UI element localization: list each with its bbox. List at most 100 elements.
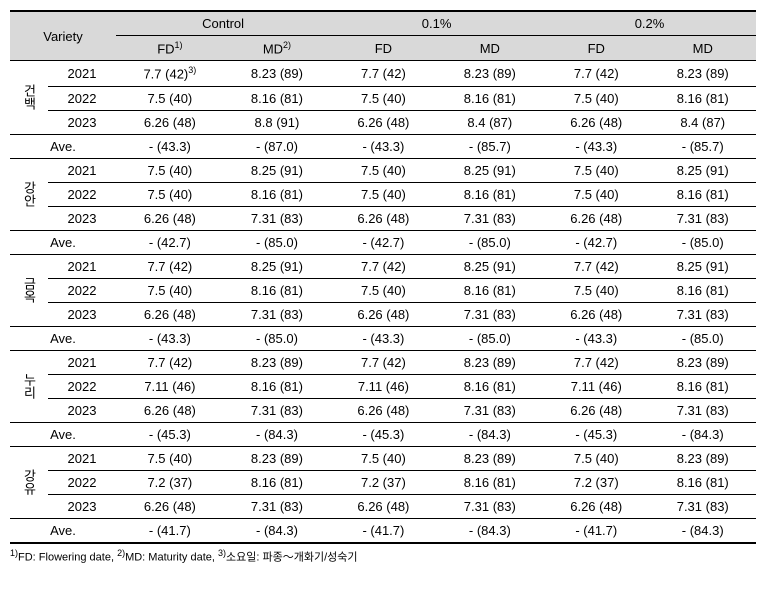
table-body: 건백20217.7 (42)3)8.23 (89)7.7 (42)8.23 (8… [10,61,756,543]
data-cell: 8.23 (89) [224,350,330,374]
ave-cell: - (43.3) [116,134,224,158]
year-cell: 2022 [48,278,116,302]
table-row: 건백20217.7 (42)3)8.23 (89)7.7 (42)8.23 (8… [10,61,756,86]
ave-cell: - (84.3) [437,518,543,543]
data-cell: 8.23 (89) [649,446,756,470]
data-cell: 7.5 (40) [330,158,436,182]
table-row: 20236.26 (48)7.31 (83)6.26 (48)7.31 (83)… [10,302,756,326]
data-cell: 7.31 (83) [437,206,543,230]
data-cell: 6.26 (48) [543,398,649,422]
data-cell: 8.25 (91) [649,254,756,278]
data-cell: 6.26 (48) [116,302,224,326]
data-cell: 6.26 (48) [543,110,649,134]
year-cell: 2023 [48,206,116,230]
header-p01: 0.1% [330,11,543,36]
table-row: 20236.26 (48)7.31 (83)6.26 (48)7.31 (83)… [10,398,756,422]
table-row: 20227.5 (40)8.16 (81)7.5 (40)8.16 (81)7.… [10,278,756,302]
data-cell: 8.23 (89) [437,350,543,374]
data-cell: 8.16 (81) [649,86,756,110]
data-cell: 8.23 (89) [224,446,330,470]
ave-cell: - (85.0) [224,326,330,350]
table-row: 20236.26 (48)7.31 (83)6.26 (48)7.31 (83)… [10,494,756,518]
year-cell: 2022 [48,470,116,494]
ave-cell: - (41.7) [116,518,224,543]
data-cell: 7.11 (46) [330,374,436,398]
variety-name: 강유 [10,446,48,518]
data-cell: 7.5 (40) [116,182,224,206]
ave-cell: - (45.3) [330,422,436,446]
data-cell: 8.8 (91) [224,110,330,134]
data-cell: 6.26 (48) [330,398,436,422]
variety-name: 누리 [10,350,48,422]
ave-label: Ave. [10,326,116,350]
footnote: 1)FD: Flowering date, 2)MD: Maturity dat… [10,548,756,565]
data-cell: 7.31 (83) [437,494,543,518]
table-row: 20236.26 (48)7.31 (83)6.26 (48)7.31 (83)… [10,206,756,230]
header-md-p02: MD [649,36,756,61]
data-cell: 8.16 (81) [224,86,330,110]
ave-row: Ave.- (41.7)- (84.3)- (41.7)- (84.3)- (4… [10,518,756,543]
ave-cell: - (45.3) [543,422,649,446]
data-cell: 7.5 (40) [116,446,224,470]
data-cell: 8.16 (81) [649,374,756,398]
year-cell: 2021 [48,158,116,182]
data-cell: 7.7 (42) [543,61,649,86]
data-cell: 6.26 (48) [543,494,649,518]
data-cell: 8.23 (89) [649,61,756,86]
data-cell: 7.31 (83) [437,398,543,422]
data-cell: 8.16 (81) [224,470,330,494]
data-cell: 7.7 (42)3) [116,61,224,86]
ave-cell: - (84.3) [649,422,756,446]
year-cell: 2023 [48,302,116,326]
data-cell: 7.7 (42) [543,254,649,278]
table-row: 20227.5 (40)8.16 (81)7.5 (40)8.16 (81)7.… [10,182,756,206]
ave-cell: - (85.0) [437,230,543,254]
data-cell: 6.26 (48) [116,494,224,518]
data-cell: 7.31 (83) [649,206,756,230]
data-cell: 8.16 (81) [437,374,543,398]
data-cell: 7.11 (46) [543,374,649,398]
data-cell: 8.16 (81) [224,182,330,206]
header-p02: 0.2% [543,11,756,36]
ave-cell: - (87.0) [224,134,330,158]
ave-cell: - (85.0) [649,326,756,350]
ave-cell: - (84.3) [649,518,756,543]
header-variety: Variety [10,11,116,61]
ave-cell: - (42.7) [116,230,224,254]
header-fd-p01: FD [330,36,436,61]
ave-cell: - (42.7) [330,230,436,254]
table-row: 금옥20217.7 (42)8.25 (91)7.7 (42)8.25 (91)… [10,254,756,278]
table-header: Variety Control 0.1% 0.2% FD1) MD2) FD M… [10,11,756,61]
ave-label: Ave. [10,230,116,254]
data-cell: 6.26 (48) [116,206,224,230]
ave-cell: - (43.3) [116,326,224,350]
data-cell: 8.16 (81) [224,278,330,302]
data-cell: 7.2 (37) [330,470,436,494]
variety-name: 강안 [10,158,48,230]
ave-cell: - (41.7) [543,518,649,543]
ave-label: Ave. [10,422,116,446]
header-md-p01: MD [437,36,543,61]
data-cell: 6.26 (48) [330,302,436,326]
data-cell: 8.16 (81) [224,374,330,398]
data-cell: 7.31 (83) [649,494,756,518]
data-cell: 7.7 (42) [116,350,224,374]
table-row: 20236.26 (48)8.8 (91)6.26 (48)8.4 (87)6.… [10,110,756,134]
table-row: 20227.5 (40)8.16 (81)7.5 (40)8.16 (81)7.… [10,86,756,110]
data-cell: 8.16 (81) [437,182,543,206]
data-cell: 7.31 (83) [649,302,756,326]
variety-name: 건백 [10,61,48,134]
table-row: 20227.11 (46)8.16 (81)7.11 (46)8.16 (81)… [10,374,756,398]
data-cell: 7.31 (83) [224,494,330,518]
table-row: 누리20217.7 (42)8.23 (89)7.7 (42)8.23 (89)… [10,350,756,374]
data-table: Variety Control 0.1% 0.2% FD1) MD2) FD M… [10,10,756,544]
data-cell: 7.11 (46) [116,374,224,398]
data-cell: 6.26 (48) [543,206,649,230]
ave-label: Ave. [10,134,116,158]
ave-cell: - (84.3) [224,422,330,446]
year-cell: 2021 [48,350,116,374]
ave-row: Ave.- (45.3)- (84.3)- (45.3)- (84.3)- (4… [10,422,756,446]
data-cell: 8.16 (81) [437,86,543,110]
data-cell: 8.16 (81) [649,470,756,494]
data-cell: 7.5 (40) [543,182,649,206]
